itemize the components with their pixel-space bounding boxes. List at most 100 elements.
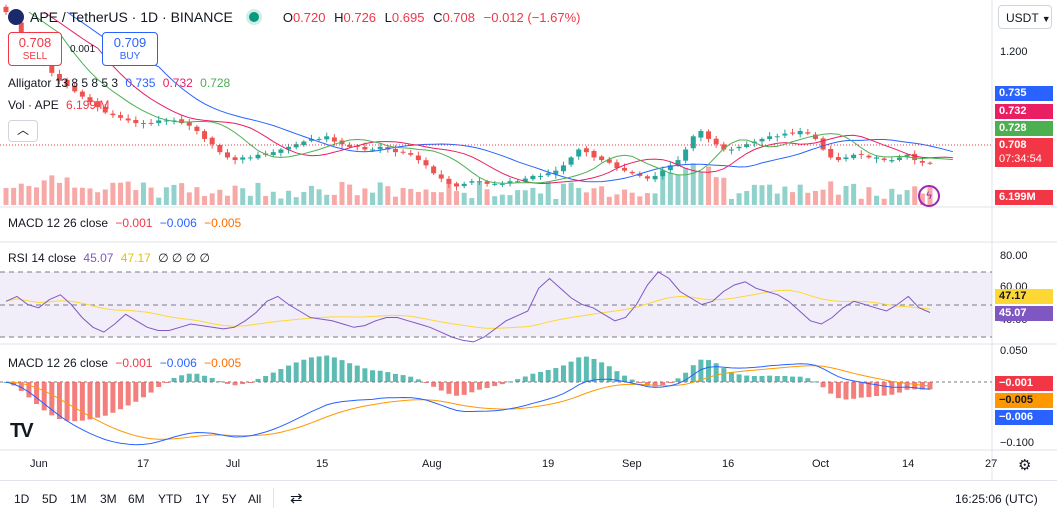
- candle-body: [408, 153, 414, 155]
- currency-select[interactable]: USDT ▼: [998, 5, 1052, 29]
- volume-bar: [660, 169, 666, 205]
- buy-button[interactable]: 0.709 BUY: [102, 32, 158, 66]
- macd-histogram-bar: [744, 375, 750, 382]
- macd-histogram-bar: [629, 379, 635, 382]
- macd-histogram-bar: [683, 372, 689, 382]
- candle-body: [79, 91, 85, 97]
- macd-histogram-bar: [843, 382, 849, 400]
- volume-bar: [347, 184, 353, 205]
- collapse-legend-button[interactable]: ︿: [8, 120, 38, 142]
- timeframe-6m-button[interactable]: 6M: [128, 492, 145, 506]
- volume-bar: [637, 196, 643, 205]
- macd-histogram-bar: [835, 382, 841, 399]
- candle-body: [140, 123, 146, 125]
- alligator-legend[interactable]: Alligator 13 8 5 8 5 3 0.735 0.732 0.728: [8, 76, 230, 90]
- candle-body: [881, 158, 887, 161]
- volume-legend[interactable]: Vol · APE 6.199 M: [8, 98, 109, 112]
- candle-body: [843, 157, 849, 160]
- volume-bar: [56, 182, 62, 205]
- volume-bar: [721, 177, 727, 205]
- macd-histogram-bar: [797, 376, 803, 382]
- candle-body: [522, 178, 528, 182]
- candle-body: [858, 153, 864, 155]
- sell-button[interactable]: 0.708 SELL: [8, 32, 62, 66]
- macd-signal-value: −0.005: [204, 356, 242, 370]
- volume-bar: [706, 166, 712, 205]
- candle-body: [148, 122, 154, 124]
- symbol-title[interactable]: APE / TetherUS · 1D · BINANCE: [30, 9, 233, 25]
- volume-bar: [438, 192, 444, 205]
- rsi-ma-line: [5, 289, 931, 329]
- volume-bar: [889, 188, 895, 205]
- candle-body: [820, 138, 826, 150]
- sell-price: 0.708: [18, 35, 52, 50]
- macd-histogram-bar: [538, 371, 544, 382]
- macd-histogram-bar: [507, 381, 513, 383]
- candle-body: [492, 183, 498, 185]
- macd-histogram-bar: [476, 382, 482, 390]
- spread-value: 0.001: [70, 44, 96, 55]
- macd-histogram-bar: [232, 382, 238, 386]
- macd-histogram-bar: [667, 382, 673, 383]
- timeframe-5y-button[interactable]: 5Y: [222, 492, 237, 506]
- volume-label: Vol · APE: [8, 98, 59, 112]
- timeframe-5d-button[interactable]: 5D: [42, 492, 58, 506]
- candle-body: [392, 148, 398, 153]
- macd-histogram-bar: [728, 372, 734, 382]
- candle-body: [209, 137, 215, 145]
- volume-bar: [622, 189, 628, 205]
- date-range-icon[interactable]: ⇄: [290, 490, 303, 507]
- macd-histogram-bar: [87, 382, 93, 420]
- lightning-icon[interactable]: ϟ: [918, 185, 940, 207]
- timeframe-3m-button[interactable]: 3M: [100, 492, 117, 506]
- settings-gear-icon[interactable]: ⚙: [1018, 457, 1032, 474]
- macd-histogram-bar: [286, 365, 292, 382]
- timeframe-ytd-button[interactable]: YTD: [158, 492, 182, 506]
- timeframe-1y-button[interactable]: 1Y: [195, 492, 210, 506]
- tradingview-logo: TV: [10, 420, 34, 442]
- macd-histogram-bar: [438, 382, 444, 391]
- candle-body: [606, 159, 612, 163]
- volume-bar: [224, 195, 230, 205]
- timeframe-all-button[interactable]: All: [248, 492, 262, 506]
- macd-histogram-bar: [102, 382, 108, 416]
- macd-histogram-bar: [26, 382, 32, 398]
- macd-histogram-bar: [851, 382, 857, 399]
- timeframe-1d-button[interactable]: 1D: [14, 492, 30, 506]
- candle-body: [224, 152, 230, 158]
- macd-histogram-bar: [904, 382, 910, 390]
- macd-histogram-bar: [919, 382, 925, 390]
- volume-bar: [606, 196, 612, 205]
- candle-body: [72, 85, 78, 92]
- candle-body: [438, 174, 444, 179]
- volume-bar: [301, 191, 307, 205]
- macd-histogram-bar: [163, 382, 169, 383]
- macd-legend-top[interactable]: MACD 12 26 close −0.001 −0.006 −0.005: [8, 216, 241, 230]
- candle-body: [812, 134, 818, 139]
- macd-histogram-bar: [713, 363, 719, 382]
- rsi-legend[interactable]: RSI 14 close 45.07 47.17 ∅ ∅ ∅ ∅: [8, 251, 210, 265]
- time-label: 15: [316, 458, 329, 470]
- candle-body: [683, 149, 689, 161]
- macd-histogram-bar: [805, 378, 811, 382]
- candle-body: [736, 146, 742, 149]
- rsi-ma-value: 47.17: [120, 251, 151, 265]
- volume-bar: [576, 187, 582, 205]
- toolbar-divider: [273, 488, 274, 508]
- macd-histogram-bar: [95, 382, 101, 418]
- candle-body: [828, 148, 834, 158]
- close-key: C: [433, 9, 443, 25]
- candle-body: [18, 22, 24, 34]
- time-label: 16: [722, 458, 735, 470]
- macd-histogram-bar: [125, 382, 131, 406]
- macd-legend-bottom[interactable]: MACD 12 26 close −0.001 −0.006 −0.005: [8, 356, 241, 370]
- candle-body: [667, 165, 673, 171]
- volume-bar: [255, 182, 261, 205]
- volume-bar: [751, 184, 757, 205]
- volume-bar: [423, 189, 429, 205]
- volume-bar: [874, 195, 880, 205]
- candle-body: [896, 157, 902, 160]
- timeframe-1m-button[interactable]: 1M: [70, 492, 87, 506]
- utc-clock[interactable]: 16:25:06 (UTC): [955, 492, 1038, 506]
